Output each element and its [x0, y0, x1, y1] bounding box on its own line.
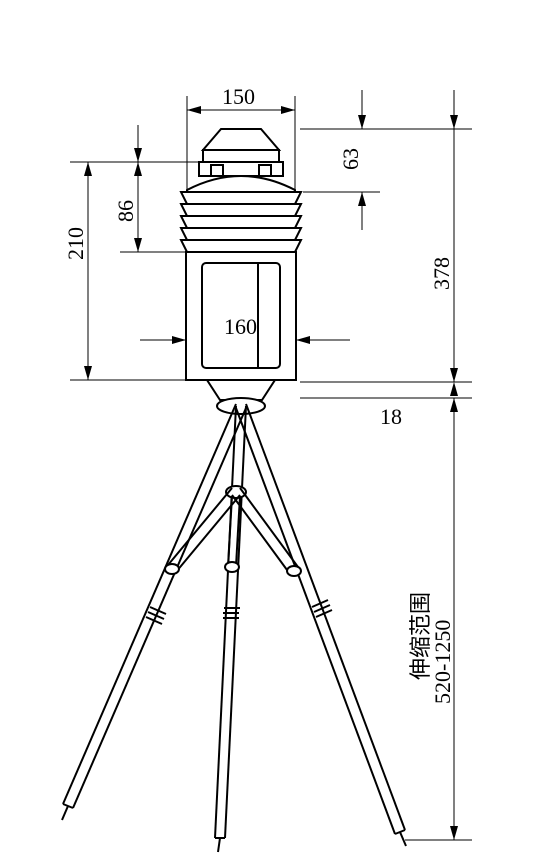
sensor-head	[181, 129, 301, 400]
dim-63: 63	[300, 90, 380, 230]
dim-text-63: 63	[338, 148, 363, 170]
dim-text-210: 210	[63, 227, 88, 260]
dim-tripod: 伸缩范围 520-1250	[405, 438, 472, 840]
tripod	[62, 398, 406, 852]
cup-left	[211, 165, 223, 176]
tripod-leg-right	[236, 404, 406, 846]
dome	[187, 176, 295, 192]
cap-top	[203, 129, 279, 150]
louver-stack	[181, 192, 301, 252]
dim-210: 210	[63, 162, 186, 380]
cup-right	[259, 165, 271, 176]
tripod-head	[217, 398, 265, 414]
dim-18: 18	[300, 398, 472, 438]
dim-text-86: 86	[113, 200, 138, 222]
tripod-leg-center	[215, 406, 246, 852]
dim-text-378: 378	[429, 257, 454, 290]
dim-378: 378	[300, 90, 472, 396]
dim-text-18: 18	[380, 404, 402, 429]
dim-text-160: 160	[224, 314, 257, 339]
dim-text-tripod-value: 520-1250	[430, 620, 455, 704]
dim-text-150: 150	[222, 84, 255, 109]
cap-base	[203, 150, 279, 162]
engineering-drawing: 150 160 63 86 210	[0, 0, 556, 864]
